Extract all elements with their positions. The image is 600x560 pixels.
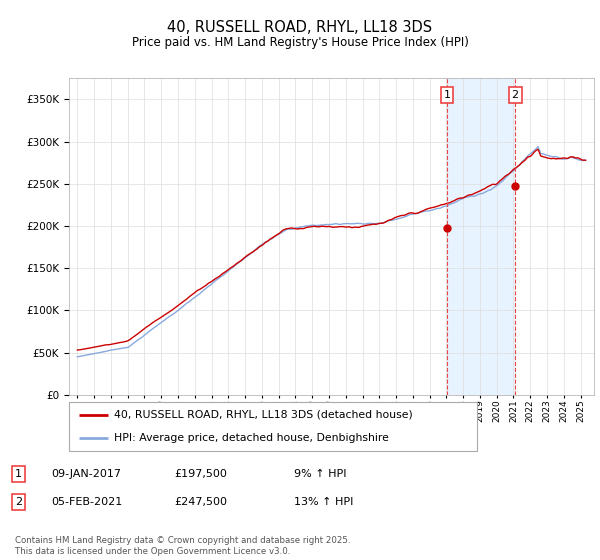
- Text: 1: 1: [15, 469, 22, 479]
- Text: 1: 1: [443, 90, 451, 100]
- Text: 9% ↑ HPI: 9% ↑ HPI: [294, 469, 347, 479]
- Text: 09-JAN-2017: 09-JAN-2017: [51, 469, 121, 479]
- Text: 2: 2: [15, 497, 22, 507]
- FancyBboxPatch shape: [69, 402, 477, 451]
- Text: Price paid vs. HM Land Registry's House Price Index (HPI): Price paid vs. HM Land Registry's House …: [131, 36, 469, 49]
- Text: £247,500: £247,500: [174, 497, 227, 507]
- Text: 40, RUSSELL ROAD, RHYL, LL18 3DS: 40, RUSSELL ROAD, RHYL, LL18 3DS: [167, 20, 433, 35]
- Text: 40, RUSSELL ROAD, RHYL, LL18 3DS (detached house): 40, RUSSELL ROAD, RHYL, LL18 3DS (detach…: [114, 410, 413, 420]
- Text: HPI: Average price, detached house, Denbighshire: HPI: Average price, detached house, Denb…: [114, 433, 389, 444]
- Text: 2: 2: [512, 90, 519, 100]
- Text: 05-FEB-2021: 05-FEB-2021: [51, 497, 122, 507]
- Text: Contains HM Land Registry data © Crown copyright and database right 2025.
This d: Contains HM Land Registry data © Crown c…: [15, 536, 350, 556]
- Text: £197,500: £197,500: [174, 469, 227, 479]
- Text: 13% ↑ HPI: 13% ↑ HPI: [294, 497, 353, 507]
- Bar: [447, 78, 515, 395]
